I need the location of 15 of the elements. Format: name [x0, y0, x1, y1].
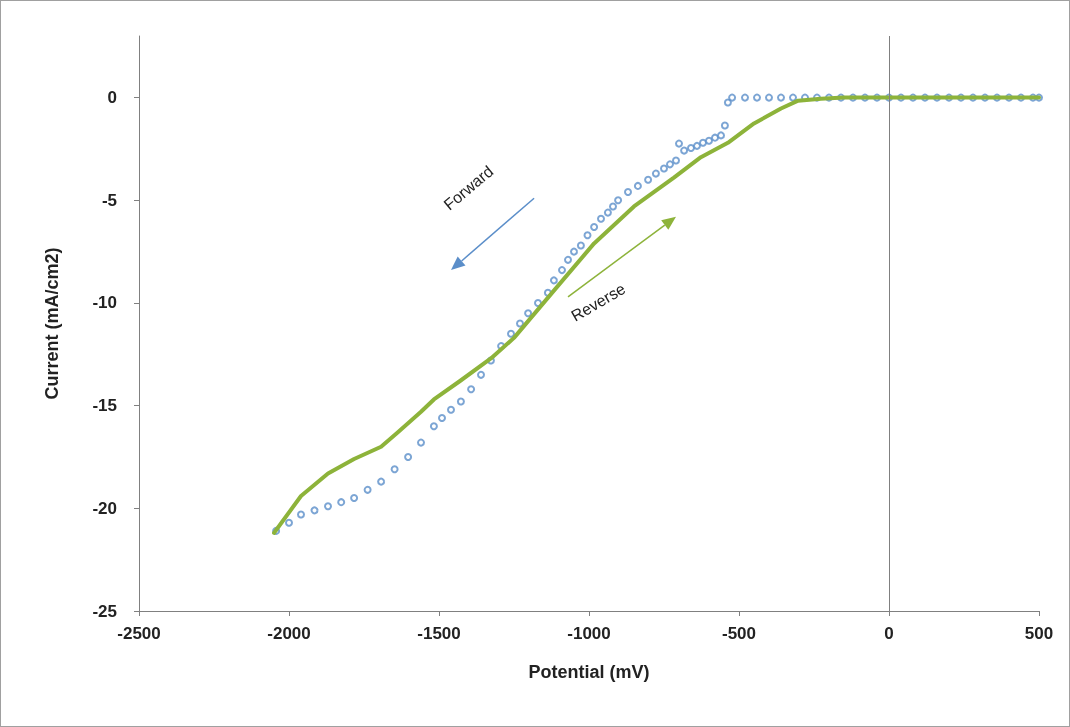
x-tick-label: 0: [884, 624, 894, 643]
y-tick-label: -20: [92, 498, 117, 518]
x-tick-label: -2500: [117, 624, 161, 643]
x-tick-label: -500: [721, 624, 757, 643]
x-tick-label: 500: [1024, 624, 1054, 643]
x-tick-label: -1000: [567, 624, 611, 643]
y-tick-label: -5: [101, 190, 117, 210]
x-tick-label: -2000: [267, 624, 311, 643]
x-tick-label: -1500: [417, 624, 461, 643]
x-axis-title: Potential (mV): [528, 662, 650, 682]
y-tick-label: -10: [92, 293, 117, 313]
y-tick-label: 0: [107, 88, 117, 108]
y-tick-label: -25: [92, 601, 117, 621]
y-tick-label: -15: [92, 396, 117, 416]
y-axis-title: Current (mA/cm2): [42, 247, 62, 400]
